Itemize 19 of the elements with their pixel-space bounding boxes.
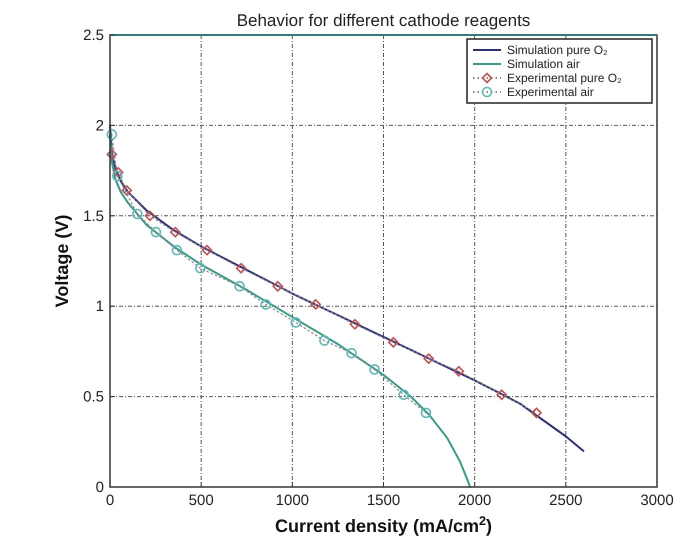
legend-label: Simulation pure O₂ xyxy=(507,43,608,57)
y-tick-label: 1 xyxy=(96,298,104,316)
legend-label: Experimental pure O₂ xyxy=(507,71,622,85)
x-tick-label: 2000 xyxy=(458,492,492,509)
x-tick-label: 500 xyxy=(188,492,214,509)
legend-label: Simulation air xyxy=(507,57,580,71)
x-axis-title: Current density (mA/cm$^{2}$) xyxy=(274,514,492,536)
y-tick-label: 0.5 xyxy=(83,388,104,406)
x-tick-label: 1500 xyxy=(366,492,400,509)
x-tick-label: 3000 xyxy=(640,492,674,509)
x-tick-label: 2500 xyxy=(549,492,583,509)
y-tick-label: 2 xyxy=(96,117,104,134)
legend-label: Experimental air xyxy=(507,85,594,99)
y-tick-label: 0 xyxy=(96,479,104,496)
y-axis-title: Voltage (V) xyxy=(52,214,72,308)
y-tick-label: 1.5 xyxy=(83,208,104,225)
chart-title: Behavior for different cathode reagents xyxy=(236,11,530,30)
y-tick-label: 2.5 xyxy=(83,27,104,44)
x-tick-label: 1000 xyxy=(276,492,310,509)
